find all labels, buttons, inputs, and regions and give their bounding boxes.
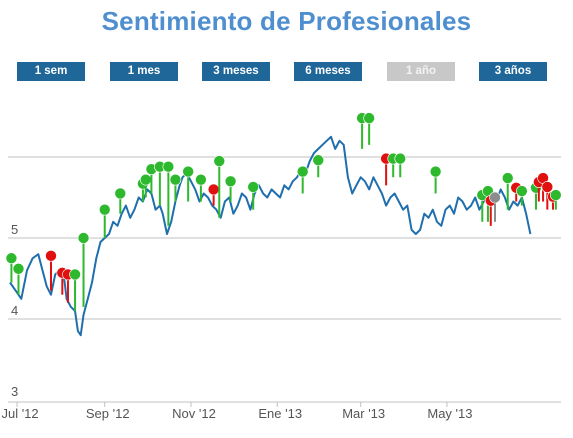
marker-layer — [5, 112, 562, 311]
event-marker-gray[interactable] — [489, 191, 501, 204]
range-1-month-button[interactable]: 1 mes — [110, 62, 178, 81]
x-tick-label: Nov '12 — [172, 406, 216, 421]
y-tick-label: 4 — [11, 303, 18, 318]
x-axis-labels: Jul '12 Sep '12 Nov '12 Ene '13 Mar '13 May '… — [1, 402, 472, 421]
event-marker-green[interactable] — [169, 173, 182, 186]
x-tick-label: May '13 — [427, 406, 472, 421]
event-marker-green[interactable] — [312, 154, 325, 167]
range-selector: 1 sem 1 mes 3 meses 6 meses 1 año 3 años — [0, 62, 573, 82]
event-marker-green[interactable] — [114, 187, 127, 200]
event-marker-green[interactable] — [550, 189, 562, 201]
event-marker-green[interactable] — [162, 160, 175, 173]
event-marker-green[interactable] — [12, 262, 25, 275]
range-1-year-button: 1 año — [387, 62, 455, 81]
x-tick-label: Ene '13 — [258, 406, 302, 421]
x-tick-label: Mar '13 — [342, 406, 385, 421]
y-tick-label: 3 — [11, 384, 18, 399]
range-6-months-button[interactable]: 6 meses — [294, 62, 362, 81]
event-marker-green[interactable] — [182, 165, 194, 178]
event-marker-green[interactable] — [139, 173, 152, 186]
event-marker-green[interactable] — [296, 165, 309, 178]
event-marker-red[interactable] — [207, 183, 220, 196]
y-axis-labels: 3 4 5 — [11, 222, 18, 399]
series-layer — [9, 135, 532, 337]
range-3-years-button[interactable]: 3 años — [479, 62, 547, 81]
range-1-week-button[interactable]: 1 sem — [17, 62, 85, 81]
range-3-months-button[interactable]: 3 meses — [202, 62, 270, 81]
event-marker-green[interactable] — [69, 268, 81, 281]
event-marker-green[interactable] — [501, 172, 514, 184]
event-marker-green[interactable] — [77, 232, 90, 244]
event-marker-green[interactable] — [247, 181, 260, 193]
x-tick-label: Jul '12 — [1, 406, 38, 421]
event-marker-green[interactable] — [213, 155, 226, 167]
event-marker-green[interactable] — [429, 165, 442, 178]
event-marker-green[interactable] — [394, 152, 407, 165]
event-marker-green[interactable] — [516, 185, 528, 197]
event-marker-green[interactable] — [195, 173, 207, 186]
event-marker-green[interactable] — [5, 252, 18, 265]
event-marker-red[interactable] — [541, 181, 554, 193]
sentiment-series-line — [9, 135, 532, 337]
grid-lines — [8, 156, 561, 320]
event-marker-red[interactable] — [45, 250, 57, 262]
event-marker-green[interactable] — [363, 112, 375, 124]
event-marker-green[interactable] — [224, 175, 237, 188]
event-marker-green[interactable] — [98, 203, 111, 216]
x-tick-label: Sep '12 — [86, 406, 130, 421]
chart-title: Sentimiento de Profesionales — [101, 6, 472, 36]
y-tick-label: 5 — [11, 222, 18, 237]
